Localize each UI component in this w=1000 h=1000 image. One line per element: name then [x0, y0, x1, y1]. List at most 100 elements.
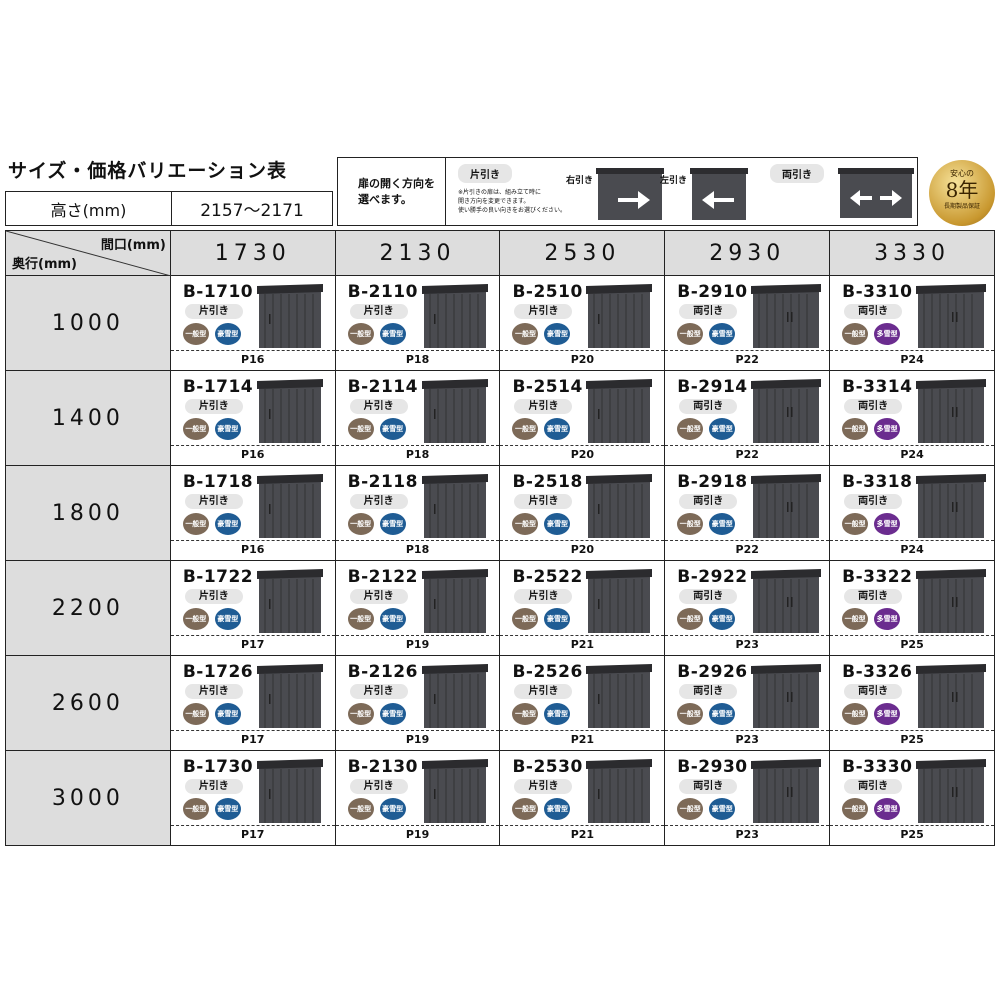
door-type-pill: 片引き [184, 684, 243, 699]
divider [335, 350, 500, 351]
divider [500, 825, 665, 826]
double-sliding-pill: 両引き [770, 164, 824, 183]
badge-multi: 多雪型 [874, 703, 901, 725]
badge-general: 一般型 [512, 703, 539, 725]
model-cell[interactable]: B-3330 両引き 一般型 多雪型 P25 [829, 750, 995, 846]
model-cell[interactable]: B-3314 両引き 一般型 多雪型 P24 [829, 370, 995, 466]
badge-general: 一般型 [677, 513, 704, 535]
model-cell[interactable]: B-2918 両引き 一般型 豪雪型 P22 [664, 465, 831, 561]
door-type-pill: 片引き [349, 684, 408, 699]
divider [830, 635, 994, 636]
badge-heavy: 豪雪型 [709, 608, 736, 630]
storage-shed-icon [586, 474, 653, 538]
model-cell[interactable]: B-2514 片引き 一般型 豪雪型 P20 [499, 370, 666, 466]
door-type-pill: 両引き [844, 589, 903, 604]
depth-header: 1000 [5, 275, 171, 371]
storage-shed-icon [586, 284, 653, 348]
badge-general: 一般型 [842, 513, 869, 535]
storage-shed-icon [421, 569, 488, 633]
model-cell[interactable]: B-1714 片引き 一般型 豪雪型 P16 [169, 370, 336, 466]
model-code: B-1722 [182, 567, 254, 587]
page-ref: P19 [405, 638, 430, 651]
width-header: 2930 [664, 230, 831, 276]
badge-heavy: 豪雪型 [544, 323, 571, 345]
model-code: B-2130 [347, 757, 418, 777]
model-cell[interactable]: B-1718 片引き 一般型 豪雪型 P16 [169, 465, 336, 561]
model-cell[interactable]: B-1710 片引き 一般型 豪雪型 P16 [169, 275, 336, 371]
model-cell[interactable]: B-2518 片引き 一般型 豪雪型 P20 [499, 465, 666, 561]
depth-header: 1800 [5, 465, 171, 561]
model-cell[interactable]: B-3310 両引き 一般型 多雪型 P24 [829, 275, 995, 371]
model-cell[interactable]: B-2922 両引き 一般型 豪雪型 P23 [664, 560, 831, 656]
model-cell[interactable]: B-2114 片引き 一般型 豪雪型 P18 [334, 370, 501, 466]
door-type-pill: 両引き [844, 494, 903, 509]
model-code: B-1726 [182, 662, 254, 682]
model-cell[interactable]: B-2130 片引き 一般型 豪雪型 P19 [334, 750, 501, 846]
model-cell[interactable]: B-3318 両引き 一般型 多雪型 P24 [829, 465, 995, 561]
divider [830, 825, 994, 826]
divider [665, 445, 830, 446]
model-code: B-2118 [347, 472, 418, 492]
divider [830, 540, 994, 541]
model-cell[interactable]: B-2126 片引き 一般型 豪雪型 P19 [334, 655, 501, 751]
page-ref: P17 [241, 638, 265, 651]
model-code: B-2914 [677, 377, 748, 397]
storage-shed-icon [421, 664, 488, 728]
model-cell[interactable]: B-3322 両引き 一般型 多雪型 P25 [829, 560, 995, 656]
model-cell[interactable]: B-2118 片引き 一般型 豪雪型 P18 [334, 465, 501, 561]
badge-multi: 多雪型 [874, 608, 901, 630]
divider [500, 635, 665, 636]
door-type-pill: 片引き [184, 589, 243, 604]
divider [170, 350, 335, 351]
door-type-pill: 片引き [514, 589, 573, 604]
model-cell[interactable]: B-3326 両引き 一般型 多雪型 P25 [829, 655, 995, 751]
model-cell[interactable]: B-1730 片引き 一般型 豪雪型 P17 [169, 750, 336, 846]
divider [170, 825, 335, 826]
page-ref: P23 [735, 733, 759, 746]
page-ref: P23 [735, 828, 759, 841]
badge-general: 一般型 [347, 323, 374, 345]
seal-line1: 安心の [950, 169, 974, 178]
storage-shed-icon [256, 474, 323, 538]
badge-general: 一般型 [842, 798, 869, 820]
storage-shed-icon [586, 569, 653, 633]
divider [830, 730, 994, 731]
model-cell[interactable]: B-2122 片引き 一般型 豪雪型 P19 [334, 560, 501, 656]
model-cell[interactable]: B-2510 片引き 一般型 豪雪型 P20 [499, 275, 666, 371]
divider [500, 350, 665, 351]
door-direction-box: 扉の開く方向を 選べます。 片引き ※片引きの扉は、組み立て時に 開き方向を変更… [337, 157, 918, 226]
model-cell[interactable]: B-2530 片引き 一般型 豪雪型 P21 [499, 750, 666, 846]
door-note: ※片引きの扉は、組み立て時に 開き方向を変更できます。 使い勝手の良い向きをお選… [458, 189, 567, 214]
badge-heavy: 豪雪型 [544, 608, 571, 630]
page-ref: P25 [900, 733, 924, 746]
badge-general: 一般型 [182, 703, 209, 725]
model-cell[interactable]: B-2526 片引き 一般型 豪雪型 P21 [499, 655, 666, 751]
divider [665, 730, 830, 731]
model-cell[interactable]: B-1722 片引き 一般型 豪雪型 P17 [169, 560, 336, 656]
divider [665, 635, 830, 636]
door-type-pill: 片引き [514, 304, 573, 319]
badge-heavy: 豪雪型 [214, 798, 241, 820]
model-cell[interactable]: B-2110 片引き 一般型 豪雪型 P18 [334, 275, 501, 371]
divider [830, 350, 994, 351]
badge-general: 一般型 [842, 323, 869, 345]
shed-double-arrow-icon [838, 168, 914, 218]
badge-heavy: 豪雪型 [214, 513, 241, 535]
badge-general: 一般型 [512, 513, 539, 535]
model-cell[interactable]: B-2522 片引き 一般型 豪雪型 P21 [499, 560, 666, 656]
badge-general: 一般型 [512, 798, 539, 820]
model-code: B-3310 [842, 282, 913, 302]
badge-general: 一般型 [512, 418, 539, 440]
page-ref: P25 [900, 828, 924, 841]
model-cell[interactable]: B-2930 両引き 一般型 豪雪型 P23 [664, 750, 831, 846]
badge-general: 一般型 [677, 703, 704, 725]
model-code: B-2522 [512, 567, 583, 587]
door-type-pill: 片引き [184, 779, 243, 794]
model-cell[interactable]: B-2914 両引き 一般型 豪雪型 P22 [664, 370, 831, 466]
model-cell[interactable]: B-2926 両引き 一般型 豪雪型 P23 [664, 655, 831, 751]
storage-shed-icon [421, 379, 488, 443]
storage-shed-icon [421, 759, 488, 823]
model-cell[interactable]: B-1726 片引き 一般型 豪雪型 P17 [169, 655, 336, 751]
model-cell[interactable]: B-2910 両引き 一般型 豪雪型 P22 [664, 275, 831, 371]
page-ref: P18 [405, 353, 430, 366]
